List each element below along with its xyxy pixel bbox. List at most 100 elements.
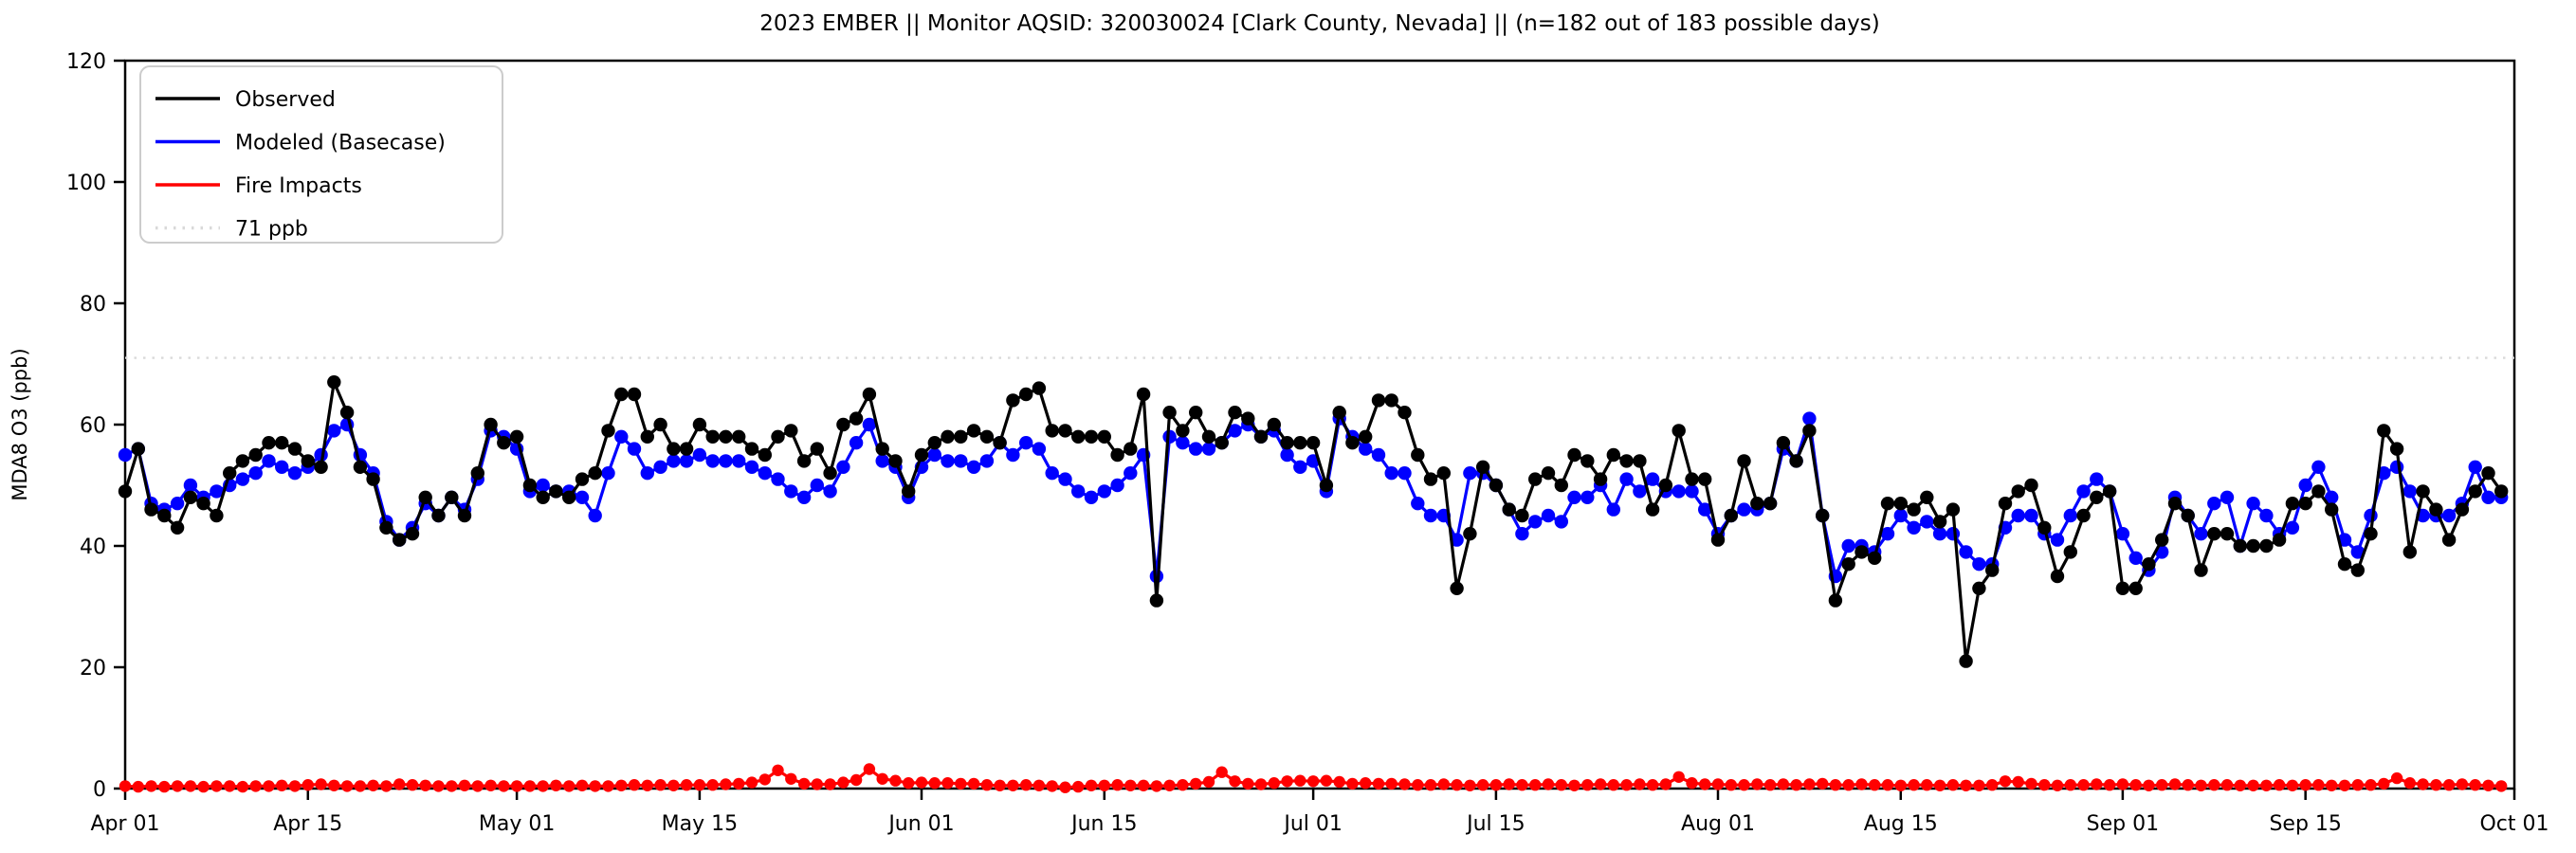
data-point-observed xyxy=(327,375,341,390)
data-point-fire-impacts xyxy=(876,772,888,785)
legend-box xyxy=(139,65,503,244)
data-point-fire-impacts xyxy=(1855,778,1868,790)
data-point-fire-impacts xyxy=(119,780,132,792)
data-point-observed xyxy=(1593,472,1608,486)
data-point-observed xyxy=(914,447,929,463)
data-point-observed xyxy=(2063,545,2077,559)
data-point-observed xyxy=(1828,593,1843,608)
data-point-observed xyxy=(536,490,550,504)
data-point-fire-impacts xyxy=(2038,779,2051,791)
data-point-modeled-basecase xyxy=(1907,520,1921,535)
data-point-observed xyxy=(2455,502,2470,517)
data-point-fire-impacts xyxy=(2051,779,2064,791)
data-point-observed xyxy=(549,484,563,499)
series-line-observed xyxy=(123,380,2503,663)
data-point-observed xyxy=(2402,545,2417,559)
data-point-observed xyxy=(157,508,172,523)
data-point-modeled-basecase xyxy=(2468,460,2482,474)
data-point-modeled-basecase xyxy=(2194,527,2208,541)
data-point-modeled-basecase xyxy=(2207,497,2221,511)
data-point-fire-impacts xyxy=(1032,779,1046,791)
data-point-modeled-basecase xyxy=(640,466,654,481)
data-point-fire-impacts xyxy=(1503,778,1515,790)
x-tick-label: Jul 01 xyxy=(1282,812,1343,836)
data-point-fire-impacts xyxy=(2182,779,2194,791)
data-point-observed xyxy=(888,454,903,468)
data-point-fire-impacts xyxy=(785,772,797,785)
data-point-modeled-basecase xyxy=(2481,490,2495,504)
data-point-fire-impacts xyxy=(2495,780,2508,792)
data-point-modeled-basecase xyxy=(2246,497,2260,511)
data-point-modeled-basecase xyxy=(210,484,224,499)
y-tick-label: 60 xyxy=(80,414,106,438)
data-point-fire-impacts xyxy=(1581,779,1594,791)
data-point-modeled-basecase xyxy=(1685,484,1699,499)
data-point-observed xyxy=(470,466,484,481)
data-point-observed xyxy=(771,429,785,444)
data-point-observed xyxy=(1189,406,1203,420)
data-point-observed xyxy=(810,442,824,456)
data-point-modeled-basecase xyxy=(849,436,864,450)
data-point-observed xyxy=(954,429,968,444)
data-point-observed xyxy=(223,466,237,481)
data-point-fire-impacts xyxy=(1973,779,1985,791)
data-point-fire-impacts xyxy=(1594,778,1607,790)
data-point-observed xyxy=(1084,429,1099,444)
data-point-modeled-basecase xyxy=(2115,527,2130,541)
data-point-modeled-basecase xyxy=(979,454,995,468)
data-point-observed xyxy=(2155,533,2169,547)
data-point-fire-impacts xyxy=(1111,779,1124,791)
data-point-fire-impacts xyxy=(2247,779,2259,791)
data-point-observed xyxy=(862,387,877,402)
data-point-observed xyxy=(1554,478,1569,493)
data-point-observed xyxy=(2167,497,2183,511)
data-point-fire-impacts xyxy=(2234,779,2246,791)
data-point-observed xyxy=(522,478,538,493)
data-point-modeled-basecase xyxy=(771,472,785,486)
data-point-fire-impacts xyxy=(328,779,340,791)
chart-title: 2023 EMBER || Monitor AQSID: 320030024 [… xyxy=(759,11,1879,36)
data-point-observed xyxy=(2115,581,2130,595)
y-tick-label: 100 xyxy=(66,172,106,195)
data-point-observed xyxy=(1985,563,2000,577)
data-point-modeled-basecase xyxy=(744,460,759,474)
data-point-modeled-basecase xyxy=(536,478,550,493)
data-point-modeled-basecase xyxy=(275,460,289,474)
data-point-observed xyxy=(2011,484,2025,499)
data-point-observed xyxy=(1215,436,1229,450)
data-point-fire-impacts xyxy=(2260,779,2273,791)
data-point-modeled-basecase xyxy=(1359,442,1373,456)
data-point-fire-impacts xyxy=(1320,774,1333,787)
data-point-observed xyxy=(836,417,850,432)
data-point-observed xyxy=(1201,429,1216,444)
data-point-fire-impacts xyxy=(1098,779,1111,791)
data-point-fire-impacts xyxy=(1803,778,1816,790)
data-point-observed xyxy=(497,436,511,450)
data-point-fire-impacts xyxy=(2273,779,2286,791)
data-point-fire-impacts xyxy=(824,778,836,790)
data-point-modeled-basecase xyxy=(1071,484,1086,499)
data-point-observed xyxy=(1541,466,1556,481)
data-point-observed xyxy=(653,417,667,432)
y-tick-label: 20 xyxy=(80,657,106,681)
data-point-fire-impacts xyxy=(2091,778,2103,790)
data-point-observed xyxy=(1267,417,1282,432)
data-point-fire-impacts xyxy=(928,777,941,789)
data-point-modeled-basecase xyxy=(1450,533,1464,547)
data-point-modeled-basecase xyxy=(2389,460,2404,474)
data-point-fire-impacts xyxy=(994,779,1006,791)
data-point-fire-impacts xyxy=(1738,779,1750,791)
data-point-modeled-basecase xyxy=(235,472,250,486)
data-point-observed xyxy=(758,447,772,463)
data-point-fire-impacts xyxy=(720,778,732,790)
x-tick-label: Jun 15 xyxy=(1069,812,1137,836)
data-point-modeled-basecase xyxy=(2377,466,2391,481)
data-point-fire-impacts xyxy=(2456,778,2469,790)
data-point-observed xyxy=(1724,508,1739,523)
data-point-fire-impacts xyxy=(301,779,314,791)
data-point-observed xyxy=(1019,387,1033,402)
data-point-fire-impacts xyxy=(1711,778,1725,790)
data-point-modeled-basecase xyxy=(966,460,981,474)
data-point-observed xyxy=(509,429,524,444)
data-point-fire-impacts xyxy=(498,780,510,792)
